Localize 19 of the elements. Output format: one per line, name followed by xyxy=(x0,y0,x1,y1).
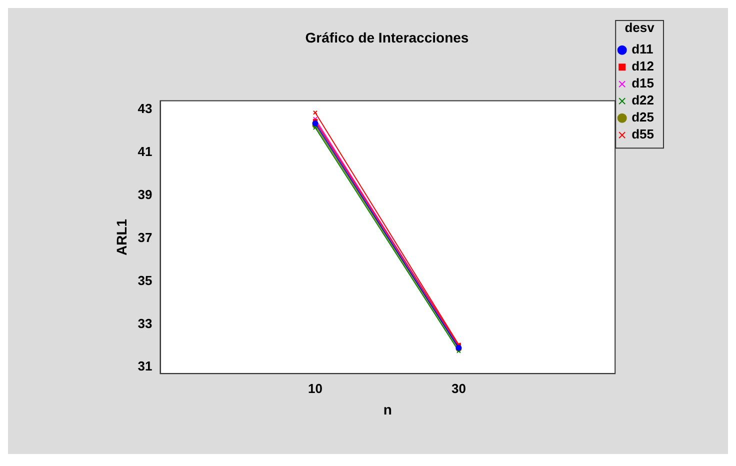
y-tick-label: 39 xyxy=(138,186,152,202)
x-tick-label: 30 xyxy=(451,380,466,396)
legend-label: d22 xyxy=(632,92,654,108)
y-tick-label: 37 xyxy=(138,230,152,245)
y-tick-label: 43 xyxy=(138,100,152,116)
legend-label: d12 xyxy=(632,58,654,74)
legend-label: d11 xyxy=(632,42,654,57)
legend-label: d55 xyxy=(632,126,654,142)
legend-title: desv xyxy=(624,20,656,36)
y-tick-label: 41 xyxy=(138,144,152,159)
chart-title: Gráfico de Interacciones xyxy=(305,29,469,46)
y-tick-label: 35 xyxy=(138,272,152,288)
y-axis-title: ARL1 xyxy=(113,218,130,256)
x-tick-label: 10 xyxy=(308,380,322,396)
x-axis-title: n xyxy=(383,401,392,418)
y-tick-label: 31 xyxy=(138,358,152,374)
y-tick-label: 33 xyxy=(138,316,152,331)
legend-label: d25 xyxy=(632,110,654,125)
legend-label: d15 xyxy=(632,76,654,91)
